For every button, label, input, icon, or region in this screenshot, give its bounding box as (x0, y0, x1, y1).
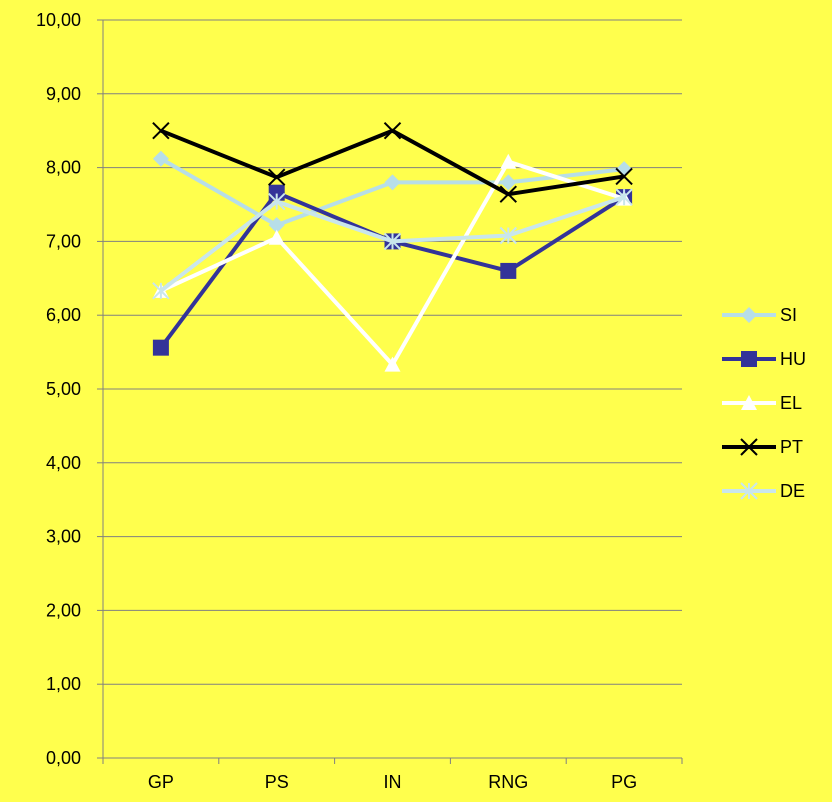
y-tick-label: 5,00 (46, 379, 81, 399)
data-point-si (268, 217, 285, 234)
data-point-pt (267, 168, 286, 186)
y-tick-label: 1,00 (46, 674, 81, 694)
data-point-pt (383, 121, 402, 140)
legend-item-el: EL (722, 393, 802, 413)
series-line-si (159, 157, 625, 228)
data-point-si (152, 150, 169, 167)
series-line-hu (159, 190, 626, 349)
y-tick-label: 10,00 (36, 10, 81, 30)
legend-item-hu: HU (722, 349, 806, 369)
x-tick-label: GP (148, 772, 174, 792)
legend-label: PT (780, 437, 803, 457)
x-tick-label: PS (265, 772, 289, 792)
y-axis-ticks: 0,00 1,00 2,00 3,00 4,00 5,00 6,00 7,00 8,00 9,00… (36, 10, 103, 768)
data-point-el (268, 229, 285, 245)
y-tick-label: 4,00 (46, 453, 81, 473)
legend-item-pt: PT (722, 437, 803, 457)
legend-label: SI (780, 305, 797, 325)
marker-stroke (383, 121, 402, 140)
grid-lines (103, 19, 682, 685)
legend-label: EL (780, 393, 802, 413)
legend-marker (741, 307, 757, 323)
y-tick-label: 0,00 (46, 748, 81, 768)
marker-stroke (267, 168, 286, 186)
legend-item-de: DE (722, 481, 805, 501)
legend-label: HU (780, 349, 806, 369)
x-tick-label: RNG (488, 772, 528, 792)
marker-stroke (152, 121, 170, 140)
data-point-el (384, 356, 401, 372)
data-point-de (383, 232, 402, 251)
marker-stroke (740, 438, 758, 456)
legend: SI HU EL PT DE (722, 305, 806, 501)
y-tick-label: 6,00 (46, 305, 81, 325)
data-point-pt (499, 185, 518, 203)
data-point-hu (152, 339, 169, 356)
y-tick-label: 7,00 (46, 231, 81, 251)
legend-item-si: SI (722, 305, 797, 325)
data-point-el (500, 153, 517, 169)
legend-label: DE (780, 481, 805, 501)
x-axis-ticks: GP PS IN RNG PG (102, 758, 683, 792)
data-point-de (267, 192, 286, 211)
x-tick-label: IN (384, 772, 402, 792)
series-line-el (160, 159, 625, 367)
data-point-de (499, 226, 518, 245)
legend-marker (741, 351, 757, 367)
data-point-pt (615, 167, 633, 186)
y-tick-label: 9,00 (46, 84, 81, 104)
data-point-de (152, 282, 170, 300)
data-point-hu (500, 262, 517, 279)
series-group (152, 121, 633, 372)
data-point-pt (152, 121, 170, 140)
y-tick-label: 2,00 (46, 600, 81, 620)
marker-stroke (499, 185, 518, 203)
y-tick-label: 3,00 (46, 527, 81, 547)
data-point-si (384, 174, 401, 191)
legend-marker (740, 438, 758, 456)
x-tick-label: PG (611, 772, 637, 792)
legend-marker (740, 482, 758, 500)
legend-marker (741, 395, 757, 410)
data-point-si (500, 174, 517, 191)
data-point-de (615, 188, 633, 206)
data-point-si (616, 161, 633, 178)
marker-stroke (615, 167, 633, 186)
y-tick-label: 8,00 (46, 158, 81, 178)
